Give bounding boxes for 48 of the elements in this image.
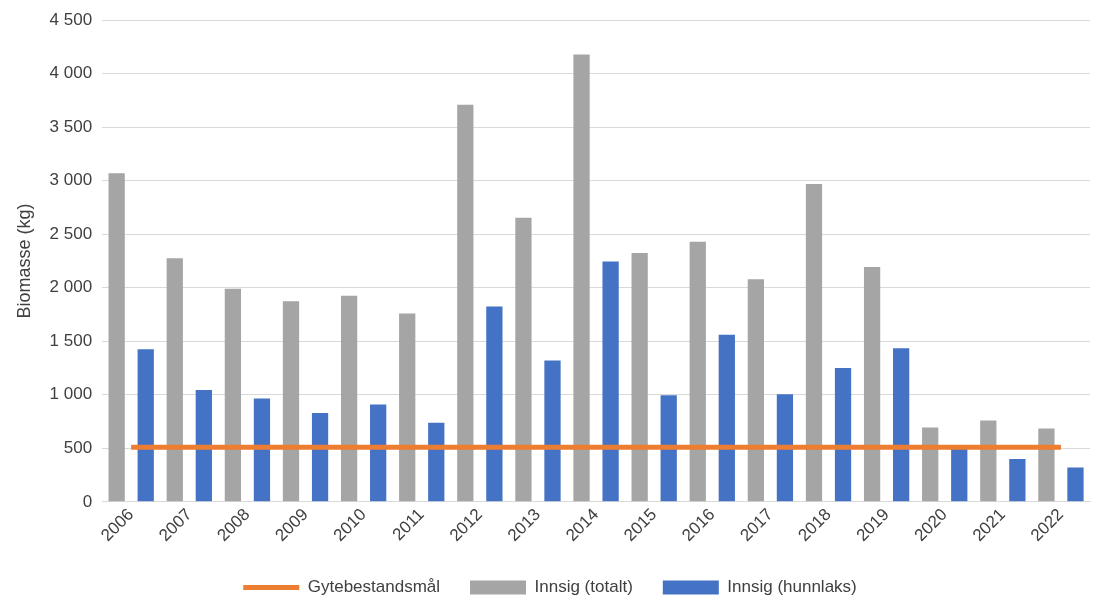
bar (486, 306, 503, 502)
bar (951, 448, 968, 502)
bar (457, 104, 474, 502)
bar (428, 422, 445, 502)
bar (282, 301, 300, 502)
bar (922, 427, 939, 502)
bar (689, 241, 706, 502)
bar (340, 295, 358, 502)
bar (834, 368, 852, 502)
bar (311, 413, 329, 502)
y-tick-label: 1 000 (49, 384, 93, 404)
bar (893, 348, 910, 502)
bar (370, 404, 387, 502)
bar (195, 389, 212, 502)
bar (224, 288, 242, 502)
bar (108, 173, 125, 502)
bar (399, 313, 416, 502)
bar (980, 420, 997, 502)
bar (1038, 428, 1055, 502)
bar (718, 334, 735, 502)
bar (1009, 459, 1026, 502)
bar (253, 398, 271, 502)
y-tick-label: 2 500 (49, 223, 93, 243)
y-axis-title: Biomasse (kg) (13, 203, 34, 319)
y-tick-label: 2 000 (49, 277, 93, 297)
y-tick-label: 4 000 (49, 63, 93, 83)
bar (747, 279, 765, 502)
y-tick-label: 3 500 (49, 116, 93, 136)
bar (805, 183, 823, 502)
bar (660, 395, 677, 502)
legend-label: Innsig (totalt) (534, 577, 633, 597)
bar (515, 217, 532, 502)
bar (863, 266, 881, 502)
y-tick-label: 1 500 (49, 330, 93, 350)
y-tick-label: 3 000 (49, 170, 93, 190)
bar (1067, 467, 1084, 502)
y-tick-label: 4 500 (49, 9, 93, 29)
bar (544, 360, 561, 502)
legend-label: Gytebestandsmål (307, 577, 441, 597)
bar (166, 258, 183, 502)
legend-label: Innsig (hunnlaks) (727, 577, 857, 597)
bar (137, 349, 154, 502)
y-tick-label: 0 (82, 491, 93, 511)
bar (602, 261, 619, 502)
bar (631, 252, 648, 502)
bar (776, 394, 794, 502)
bar (573, 54, 590, 502)
y-tick-label: 500 (63, 438, 93, 458)
